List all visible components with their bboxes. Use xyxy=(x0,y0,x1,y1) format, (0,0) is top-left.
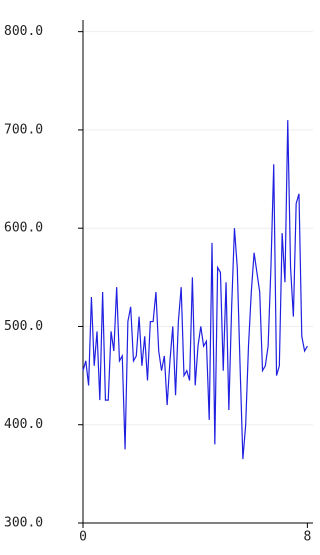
y-tick-label: 300.0 xyxy=(4,516,43,531)
chart: 300.0 400.0 500.0 600.0 700.0 800.0 0 8 xyxy=(4,20,313,545)
x-tick-label: 0 xyxy=(79,530,87,545)
y-tick-label: 700.0 xyxy=(4,122,43,137)
y-tick-label: 500.0 xyxy=(4,319,43,334)
x-tick-label: 8 xyxy=(303,530,311,545)
y-tick-label: 800.0 xyxy=(4,24,43,39)
line-series xyxy=(82,120,308,460)
y-tick-label: 600.0 xyxy=(4,221,43,236)
y-tick-label: 400.0 xyxy=(4,417,43,432)
